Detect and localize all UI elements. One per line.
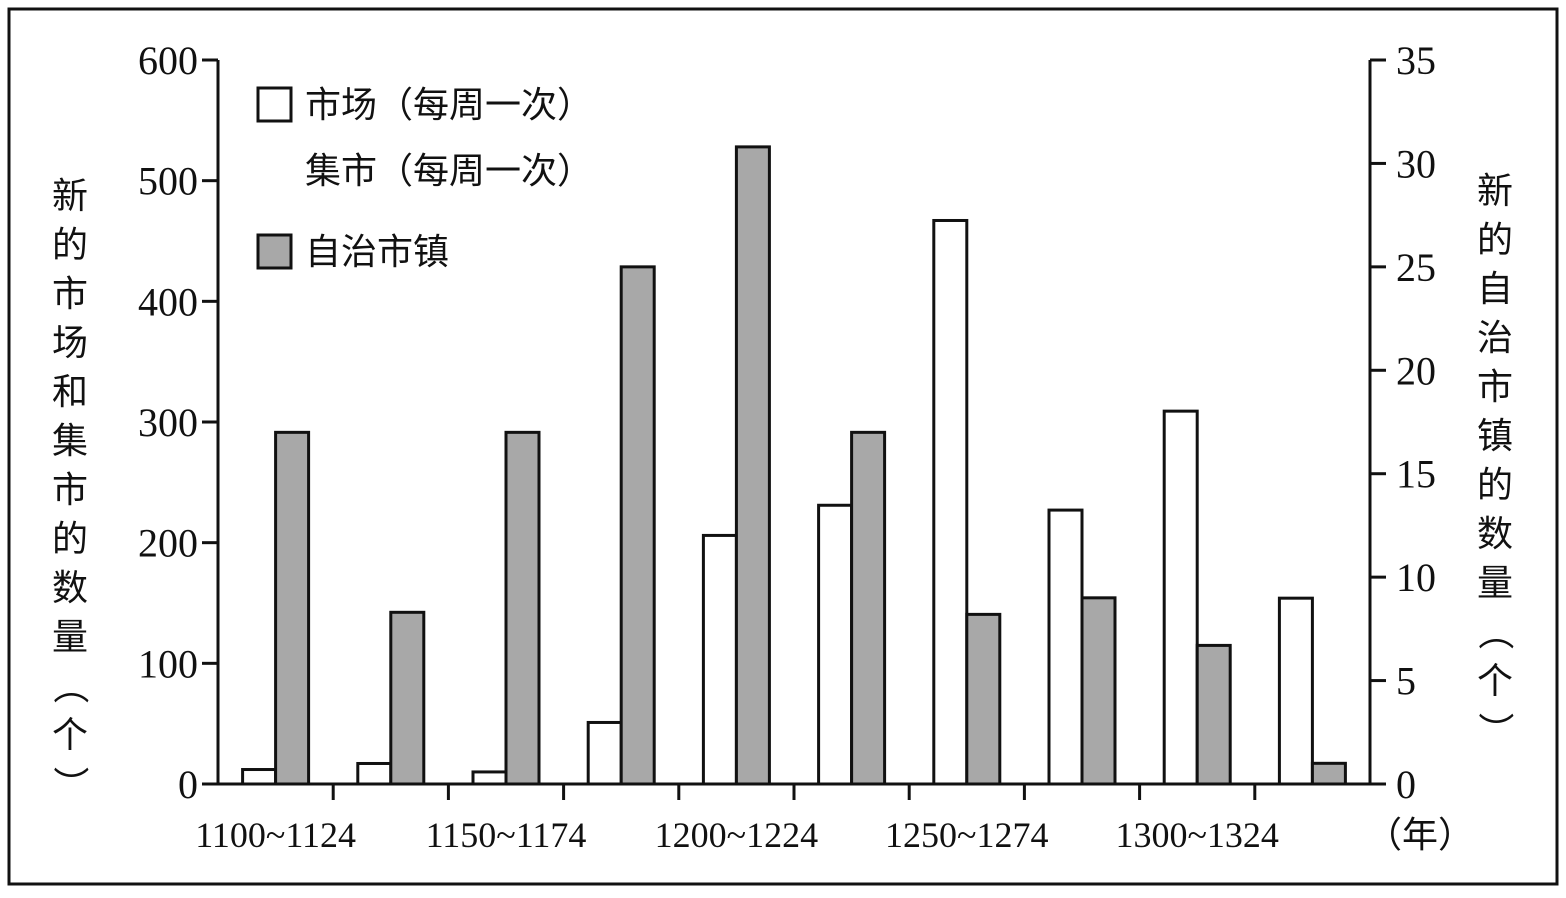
legend-swatch-0 — [256, 86, 293, 123]
borough-bar-1 — [389, 610, 426, 786]
y-left-tick-label-2: 200 — [138, 521, 198, 566]
x-tick-label-0: 1100~1124 — [195, 815, 356, 855]
legend: 市场（每周一次） 集市（每周一次） 自治市镇 — [256, 85, 593, 273]
y-axis-left-title-char-12: ） — [49, 766, 90, 802]
legend-label-1: 集市（每周一次） — [305, 151, 593, 192]
y-axis-right-title-char-7: 数 — [1477, 514, 1513, 555]
borough-bar-9 — [1310, 761, 1347, 786]
y-axis-left-title-char-3: 场 — [52, 323, 88, 364]
y-axis-left-title-char-2: 市 — [52, 274, 88, 315]
borough-bar-7 — [1080, 596, 1117, 786]
y-axis-right-title-char-1: 的 — [1477, 220, 1513, 261]
y-left-tick-label-3: 300 — [138, 400, 198, 445]
y-axis-right-title-char-2: 自 — [1477, 269, 1513, 310]
y-axis-left-title-char-1: 的 — [52, 225, 88, 266]
y-axis-right-title-char-3: 治 — [1477, 318, 1513, 359]
y-axis-left-title-char-7: 的 — [52, 519, 88, 560]
y-right-tick-label-7: 35 — [1396, 38, 1436, 83]
y-axis-right-title-char-11: ） — [1474, 712, 1515, 748]
y-axis-left-title-char-6: 市 — [52, 470, 88, 511]
y-left-tick-label-4: 400 — [138, 279, 198, 324]
borough-bar-5 — [850, 430, 887, 786]
x-unit-label: （年） — [1366, 815, 1474, 856]
borough-bar-6 — [965, 612, 1002, 786]
market-bar-7 — [1047, 508, 1084, 786]
y-axis-left-title-char-0: 新 — [52, 176, 88, 217]
y-right-tick-label-2: 10 — [1396, 555, 1436, 600]
x-tick-label-1: 1150~1174 — [426, 815, 587, 855]
y-left-tick-label-6: 600 — [138, 38, 198, 83]
y-right-tick-label-3: 15 — [1396, 452, 1436, 497]
market-bar-4 — [701, 533, 738, 786]
legend-label-2: 自治市镇 — [305, 232, 449, 273]
y-axis-left-title-char-10: （ — [49, 668, 90, 704]
x-tick-label-3: 1250~1274 — [885, 815, 1048, 855]
y-right-tick-label-5: 25 — [1396, 245, 1436, 290]
y-axis-right-title-char-5: 镇 — [1477, 416, 1513, 457]
legend-label-0: 市场（每周一次） — [305, 85, 593, 126]
y-axis-left-title-char-11: 个 — [52, 715, 88, 756]
borough-bar-4 — [734, 145, 771, 786]
y-axis-right-title-char-10: 个 — [1477, 661, 1513, 702]
market-bar-3 — [586, 720, 623, 786]
market-bar-8 — [1162, 409, 1199, 786]
y-axis-right-title-char-8: 量 — [1477, 563, 1513, 604]
y-axis-right-title-char-6: 的 — [1477, 465, 1513, 506]
borough-bar-2 — [504, 430, 541, 786]
chart-border — [7, 7, 1559, 886]
market-bar-9 — [1277, 596, 1314, 786]
legend-swatch-2 — [256, 233, 293, 270]
market-bar-0 — [241, 768, 278, 786]
x-tick-label-2: 1200~1224 — [655, 815, 818, 855]
y-axis-right-title-char-0: 新 — [1477, 171, 1513, 212]
y-right-tick-label-1: 5 — [1396, 659, 1416, 704]
market-bar-2 — [471, 770, 508, 786]
y-right-tick-label-6: 30 — [1396, 141, 1436, 186]
y-left-tick-label-0: 0 — [178, 762, 198, 807]
market-bar-1 — [356, 761, 393, 786]
y-left-tick-label-1: 100 — [138, 641, 198, 686]
borough-bar-8 — [1195, 643, 1232, 786]
borough-bar-0 — [274, 430, 311, 786]
market-bar-6 — [932, 218, 969, 786]
y-right-tick-label-0: 0 — [1396, 762, 1416, 807]
y-axis-left-title-char-4: 和 — [52, 372, 88, 413]
borough-bar-3 — [619, 265, 656, 786]
y-right-tick-label-4: 20 — [1396, 348, 1436, 393]
y-axis-left-title-char-8: 数 — [52, 568, 88, 609]
x-tick-label-4: 1300~1324 — [1115, 815, 1278, 855]
y-axis-right-title-char-4: 市 — [1477, 367, 1513, 408]
bars-layer — [241, 145, 1347, 786]
y-axis-left-title-char-9: 量 — [52, 617, 88, 658]
y-axis-left-title-char-5: 集 — [52, 421, 88, 462]
market-bar-5 — [817, 503, 854, 786]
axes-layer: 0 100 200 300 400 500 600 0 5 10 15 20 25 30 35 1100~11… — [49, 38, 1515, 855]
y-left-tick-label-5: 500 — [138, 159, 198, 204]
y-axis-right-title-char-9: （ — [1474, 614, 1515, 650]
